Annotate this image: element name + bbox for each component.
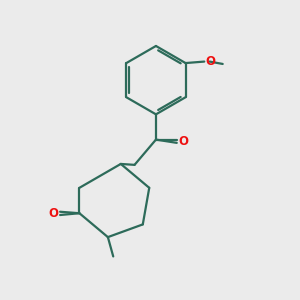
Text: O: O [178,135,188,148]
Text: O: O [49,207,58,220]
Text: O: O [206,55,215,68]
